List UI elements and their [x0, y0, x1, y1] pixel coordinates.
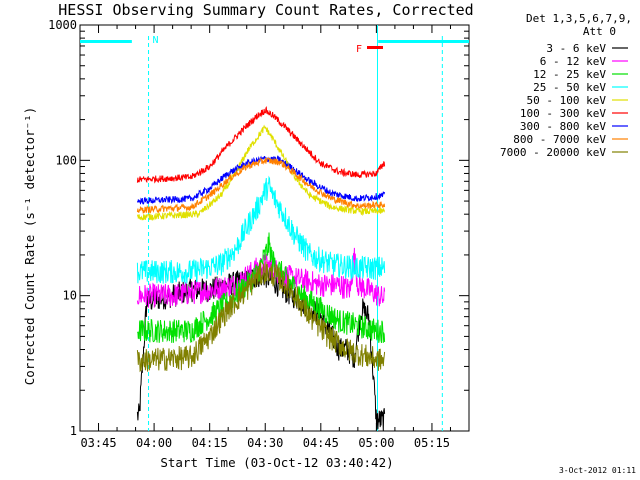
legend-label: 300 - 800 keV	[520, 120, 606, 133]
x-tick-label: 03:45	[80, 436, 116, 450]
series-line	[136, 106, 386, 184]
y-tick-label: 1000	[48, 18, 77, 32]
annotation-n: N	[153, 35, 159, 46]
x-tick-label: 05:15	[414, 436, 450, 450]
night-bar	[80, 40, 132, 43]
legend-label: 12 - 25 keV	[533, 68, 606, 81]
chart-title: HESSI Observing Summary Count Rates, Cor…	[58, 1, 473, 19]
y-tick-label: 1	[70, 424, 77, 438]
legend-label: 3 - 6 keV	[546, 42, 606, 55]
series-layer	[136, 106, 386, 432]
footer-stamp: 3-Oct-2012 01:11	[559, 466, 636, 475]
legend-header: Det 1,3,5,6,7,9,	[526, 12, 632, 25]
series-line	[136, 232, 386, 343]
legend-label: 25 - 50 keV	[533, 81, 606, 94]
x-tick-label: 04:45	[303, 436, 339, 450]
legend-label: 100 - 300 keV	[520, 107, 606, 120]
legend-label: 50 - 100 keV	[527, 94, 607, 107]
y-axis-label: Corrected Count Rate (s⁻¹ detector⁻¹)	[22, 107, 37, 385]
series-line	[136, 175, 386, 284]
legend-label: 800 - 7000 keV	[513, 133, 606, 146]
series-line	[136, 157, 386, 214]
x-tick-label: 05:00	[358, 436, 394, 450]
flare-flag-bar	[367, 46, 383, 49]
annotation-f: F	[356, 44, 362, 55]
tick-layer: 03:45 04:00 04:15 04:30 04:45 05:00 05:15 1 10 10…	[48, 18, 470, 450]
plot-frame	[79, 24, 470, 432]
x-tick-label: 04:15	[192, 436, 228, 450]
series-line	[136, 124, 386, 222]
night-bar	[378, 40, 469, 43]
legend-header: Att 0	[583, 25, 616, 38]
annotation-layer: NF	[80, 25, 469, 431]
series-line	[136, 154, 386, 205]
legend-label: 7000 - 20000 keV	[500, 146, 606, 159]
x-tick-label: 04:00	[136, 436, 172, 450]
y-tick-label: 10	[63, 289, 77, 303]
series-line	[136, 261, 386, 373]
legend-label: 6 - 12 keV	[540, 55, 607, 68]
x-tick-label: 04:30	[247, 436, 283, 450]
x-axis-label: Start Time (03-Oct-12 03:40:42)	[160, 455, 393, 470]
y-tick-label: 100	[55, 153, 77, 167]
